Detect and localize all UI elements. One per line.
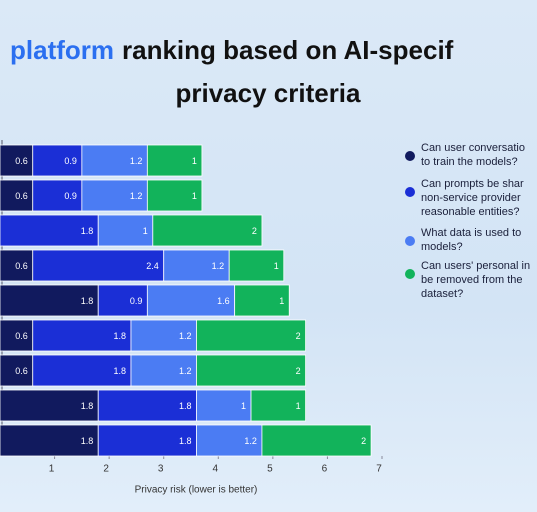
legend-swatch (405, 269, 415, 279)
title-text: ranking based on AI-specif (122, 35, 454, 65)
x-tick-label: 3 (158, 464, 164, 475)
value-label: 1.8 (81, 401, 94, 411)
x-tick-label: 2 (103, 464, 109, 475)
value-label: 2 (252, 226, 257, 236)
value-label: 0.6 (15, 366, 28, 376)
value-label: 1.2 (244, 436, 257, 446)
value-label: 1 (192, 156, 197, 166)
value-label: 1.2 (179, 366, 192, 376)
value-label: 0.9 (64, 156, 77, 166)
bar-segment (196, 354, 306, 387)
legend-swatch (405, 187, 415, 197)
title-highlight: platform (10, 35, 114, 65)
value-label: 1 (296, 401, 301, 411)
value-label: 2.4 (146, 261, 159, 271)
value-label: 2 (296, 366, 301, 376)
value-label: 0.6 (15, 261, 28, 271)
bar-segment (146, 144, 203, 177)
chart-title: platform ranking based on AI-specif (10, 35, 454, 65)
value-label: 1 (143, 226, 148, 236)
x-tick-label: 4 (213, 464, 219, 475)
value-label: 0.9 (130, 296, 143, 306)
value-label: 0.6 (15, 331, 28, 341)
bar-segment (97, 424, 197, 457)
x-tick-label: 1 (49, 464, 55, 475)
bar-segment (0, 424, 99, 457)
legend-label: What data is used to models? (421, 227, 522, 253)
value-label: 0.9 (64, 191, 77, 201)
bar-segment (0, 179, 34, 212)
legend-label: Can users' personal in be removed from t… (421, 260, 531, 300)
value-label: 2 (296, 331, 301, 341)
value-label: 1.2 (212, 261, 225, 271)
value-label: 1 (241, 401, 246, 411)
value-label: 1.6 (217, 296, 230, 306)
value-label: 1.2 (130, 156, 143, 166)
value-label: 1 (274, 261, 279, 271)
value-label: 1 (279, 296, 284, 306)
bar-segment (152, 214, 263, 247)
bar-segment (228, 249, 285, 282)
bar-segment (196, 319, 306, 352)
legend-label: Can prompts be shar non-service provider… (421, 178, 524, 218)
x-tick-label: 5 (267, 464, 273, 475)
bar-segment (0, 249, 34, 282)
bar-segment (32, 144, 83, 177)
bar-segment (250, 389, 306, 422)
bar-segment (0, 284, 99, 317)
legend-label: Can user conversatio to train the models… (421, 142, 525, 168)
bar-segment (32, 354, 132, 387)
bar-segment (97, 284, 148, 317)
value-label: 1.2 (130, 191, 143, 201)
legend-swatch (405, 236, 415, 246)
x-axis-label: Privacy risk (lower is better) (135, 485, 258, 496)
value-label: 1.2 (179, 331, 192, 341)
value-label: 1.8 (81, 436, 94, 446)
bar-segment (32, 249, 165, 282)
bar-segment (97, 389, 197, 422)
chart-title-line2: privacy criteria (175, 78, 361, 108)
bar-segment (196, 389, 252, 422)
value-label: 1.8 (179, 436, 192, 446)
bar-segment (261, 424, 372, 457)
value-label: 0.6 (15, 156, 28, 166)
legend-swatch (405, 151, 415, 161)
value-label: 1.8 (113, 331, 126, 341)
bar-segment (0, 354, 34, 387)
bar-segment (81, 144, 148, 177)
bar-segment (163, 249, 230, 282)
bar-segment (196, 424, 263, 457)
value-label: 1.8 (179, 401, 192, 411)
value-label: 1 (192, 191, 197, 201)
bar-segment (234, 284, 290, 317)
value-label: 2 (361, 436, 366, 446)
x-tick-label: 6 (322, 464, 328, 475)
bar-segment (81, 179, 148, 212)
bar-segment (146, 179, 203, 212)
value-label: 1.8 (81, 226, 94, 236)
value-label: 1.8 (113, 366, 126, 376)
bar-segment (146, 284, 236, 317)
value-label: 1.8 (81, 296, 94, 306)
bar-segment (0, 319, 34, 352)
x-tick-label: 7 (376, 464, 382, 475)
value-label: 0.6 (15, 191, 28, 201)
